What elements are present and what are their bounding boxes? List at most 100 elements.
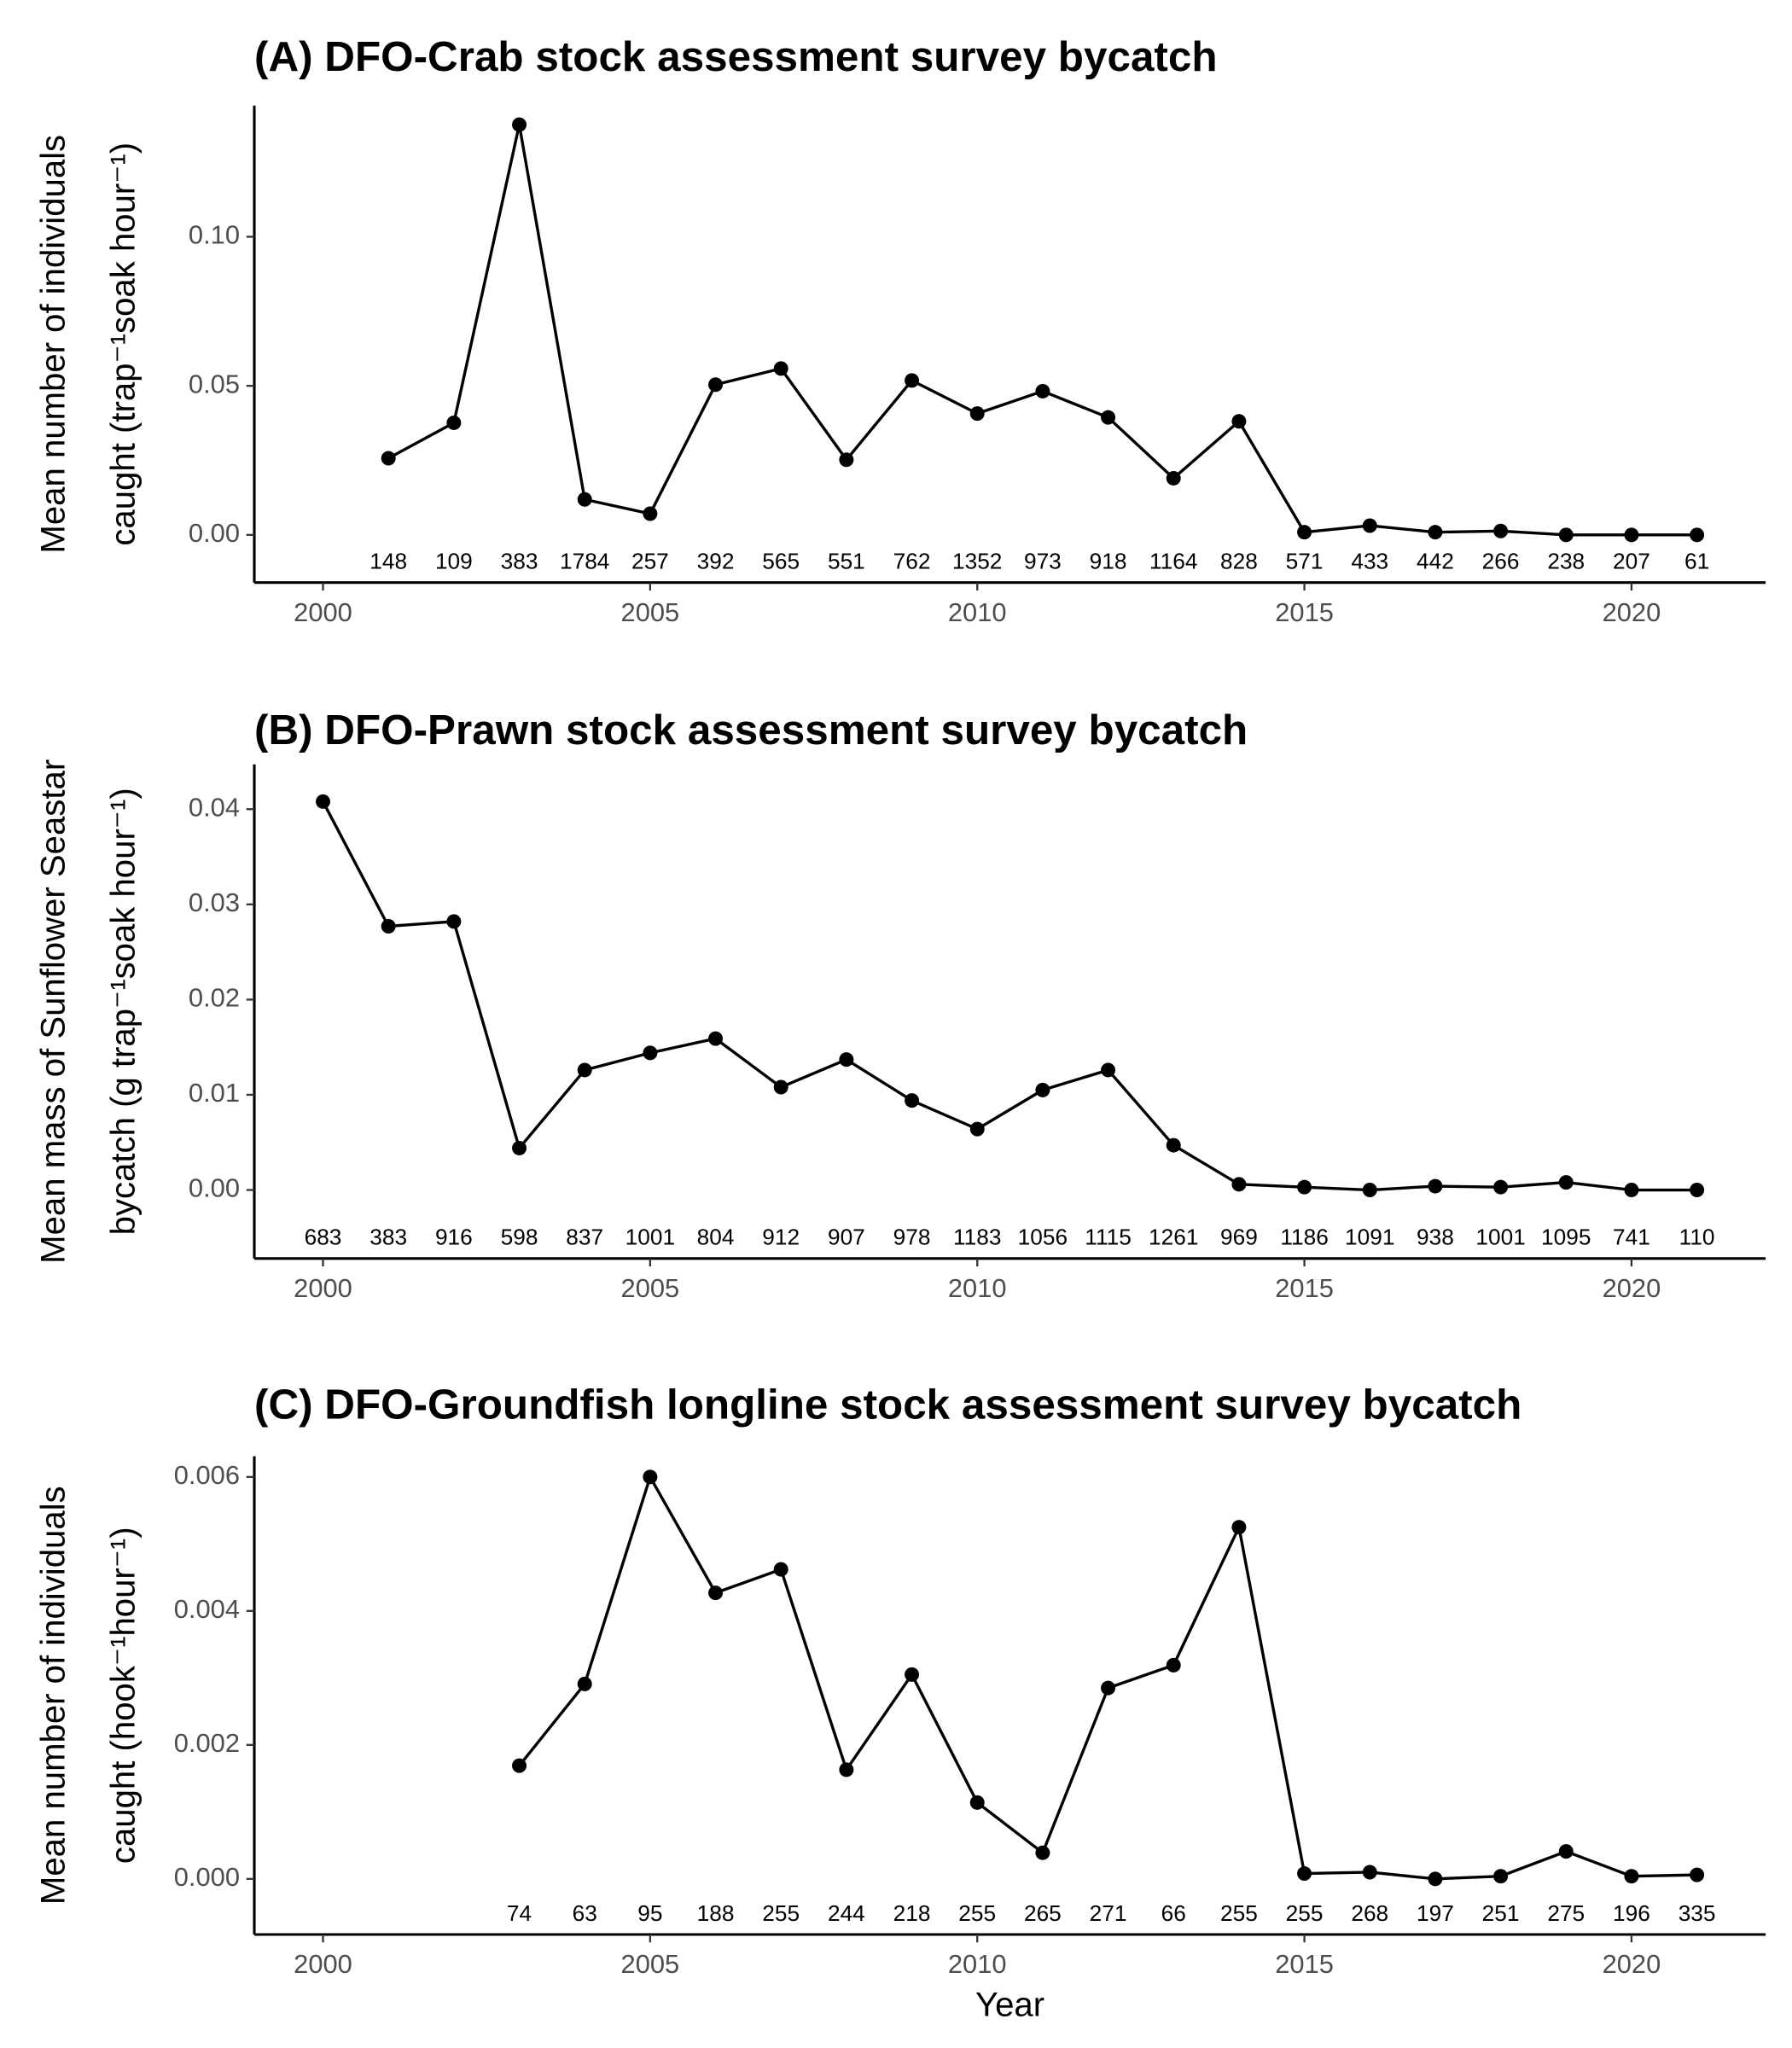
data-point xyxy=(1558,1844,1574,1859)
sample-size-label: 912 xyxy=(762,1225,800,1250)
sample-size-label: 442 xyxy=(1417,548,1454,573)
data-point xyxy=(1558,1175,1574,1190)
y-axis-label: bycatch (g trap⁻¹soak hour⁻¹) xyxy=(103,788,142,1235)
x-tick-label: 2015 xyxy=(1275,1949,1334,1979)
sample-size-label: 271 xyxy=(1090,1900,1127,1926)
y-tick-label: 0.006 xyxy=(174,1460,240,1490)
sample-size-label: 938 xyxy=(1417,1225,1454,1250)
data-point xyxy=(708,1585,724,1601)
panel-title: (B) DFO-Prawn stock assessment survey by… xyxy=(254,707,1248,753)
data-point xyxy=(1035,1845,1050,1860)
data-point xyxy=(512,1758,527,1773)
sample-size-label: 61 xyxy=(1684,548,1709,573)
data-point xyxy=(1035,1082,1050,1097)
sample-size-label: 275 xyxy=(1547,1900,1585,1926)
sample-size-label: 392 xyxy=(697,548,735,573)
data-point xyxy=(1690,527,1705,543)
data-point xyxy=(839,452,854,468)
data-point xyxy=(1231,414,1247,429)
sample-size-label: 804 xyxy=(697,1225,735,1250)
sample-size-label: 1095 xyxy=(1541,1225,1591,1250)
sample-size-label: 1091 xyxy=(1345,1225,1394,1250)
data-point xyxy=(1297,525,1312,540)
sample-size-label: 74 xyxy=(507,1900,532,1926)
data-point xyxy=(839,1052,854,1068)
data-point xyxy=(381,451,396,466)
data-point xyxy=(1624,1183,1639,1198)
data-point xyxy=(316,794,331,809)
y-axis-label: Mean number of individuals xyxy=(33,135,72,554)
y-tick-label: 0.02 xyxy=(189,983,240,1013)
data-point xyxy=(1231,1520,1247,1535)
sample-size-label: 197 xyxy=(1417,1900,1454,1926)
y-tick-label: 0.00 xyxy=(189,1173,240,1203)
data-point xyxy=(773,1079,788,1095)
x-tick-label: 2015 xyxy=(1275,1273,1334,1303)
sample-size-label: 63 xyxy=(573,1900,597,1926)
data-point xyxy=(1558,527,1574,543)
sample-size-label: 148 xyxy=(369,548,407,573)
data-point xyxy=(969,406,985,422)
sample-size-label: 207 xyxy=(1613,548,1650,573)
data-point xyxy=(839,1762,854,1777)
sample-size-label: 762 xyxy=(893,548,931,573)
sample-size-label: 188 xyxy=(697,1900,735,1926)
sample-size-label: 255 xyxy=(1220,1900,1258,1926)
sample-size-label: 1056 xyxy=(1018,1225,1068,1250)
data-point xyxy=(1166,470,1181,486)
x-tick-label: 2010 xyxy=(948,1273,1007,1303)
sample-size-label: 257 xyxy=(631,548,669,573)
sample-size-label: 266 xyxy=(1482,548,1520,573)
sample-size-label: 571 xyxy=(1286,548,1324,573)
sample-size-label: 1183 xyxy=(953,1225,1001,1250)
sample-size-label: 1261 xyxy=(1149,1225,1198,1250)
sample-size-label: 110 xyxy=(1679,1225,1715,1250)
sample-size-label: 907 xyxy=(828,1225,865,1250)
y-tick-label: 0.04 xyxy=(189,792,240,822)
data-point xyxy=(905,1093,920,1108)
data-point xyxy=(1428,525,1443,540)
data-point xyxy=(577,492,592,507)
sample-size-label: 109 xyxy=(435,548,473,573)
sample-size-label: 335 xyxy=(1679,1900,1716,1926)
data-point xyxy=(512,117,527,132)
sample-size-label: 383 xyxy=(369,1225,407,1250)
panel-title: (C) DFO-Groundfish longline stock assess… xyxy=(254,1381,1521,1428)
data-point xyxy=(905,373,920,388)
sample-size-label: 265 xyxy=(1024,1900,1062,1926)
data-point xyxy=(577,1676,592,1691)
y-tick-label: 0.10 xyxy=(189,220,240,250)
sample-size-label: 255 xyxy=(762,1900,800,1926)
sample-size-label: 978 xyxy=(893,1225,931,1250)
sample-size-label: 251 xyxy=(1482,1900,1520,1926)
data-point xyxy=(1428,1871,1443,1887)
data-point xyxy=(1493,1179,1509,1195)
sample-size-label: 218 xyxy=(893,1900,931,1926)
x-tick-label: 2005 xyxy=(621,1949,680,1979)
data-point xyxy=(905,1667,920,1682)
data-point xyxy=(1362,1865,1377,1880)
y-tick-label: 0.00 xyxy=(189,518,240,548)
y-axis-label: Mean mass of Sunflower Seastar xyxy=(33,759,72,1264)
data-point xyxy=(577,1062,592,1078)
data-line xyxy=(322,800,1697,1192)
sample-size-label: 1115 xyxy=(1085,1225,1132,1250)
x-tick-label: 2000 xyxy=(294,1273,352,1303)
y-axis-label: caught (trap⁻¹soak hour⁻¹) xyxy=(103,143,142,546)
sample-size-label: 255 xyxy=(958,1900,996,1926)
sample-size-label: 1186 xyxy=(1280,1225,1328,1250)
data-point xyxy=(1166,1137,1181,1153)
data-point xyxy=(1690,1867,1705,1882)
data-point xyxy=(1166,1657,1181,1673)
data-point xyxy=(1362,518,1377,533)
sample-size-label: 66 xyxy=(1161,1900,1186,1926)
sample-size-label: 238 xyxy=(1547,548,1585,573)
x-tick-label: 2020 xyxy=(1603,1949,1661,1979)
x-tick-label: 2000 xyxy=(294,597,352,627)
sample-size-label: 598 xyxy=(501,1225,538,1250)
data-point xyxy=(1297,1866,1312,1882)
y-tick-label: 0.01 xyxy=(189,1078,240,1108)
data-point xyxy=(969,1121,985,1137)
